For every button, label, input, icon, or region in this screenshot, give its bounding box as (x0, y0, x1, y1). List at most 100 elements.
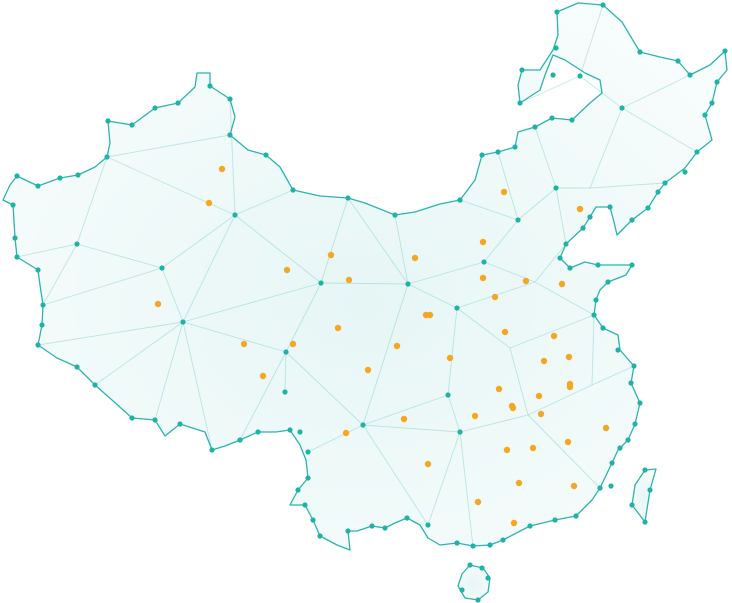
city-site-dot (471, 412, 479, 420)
city-site-dot (446, 354, 454, 362)
city-site-dot (501, 328, 509, 336)
city-site-dot (576, 205, 584, 213)
network-node (392, 212, 398, 218)
network-node (104, 154, 110, 160)
network-node (694, 149, 700, 155)
network-node (709, 100, 715, 106)
network-node (318, 280, 324, 286)
network-node (159, 265, 165, 271)
network-node (177, 421, 183, 427)
network-node (550, 72, 556, 78)
network-node (553, 45, 559, 51)
network-node (369, 523, 375, 529)
city-site-dot (510, 519, 518, 527)
network-node (302, 502, 308, 508)
network-node (305, 449, 311, 455)
network-node (35, 342, 41, 348)
network-node (129, 415, 135, 421)
network-node (470, 543, 476, 549)
network-node (92, 382, 98, 388)
network-node (682, 169, 688, 175)
network-node (457, 197, 463, 203)
triangulation-mesh (16, 4, 698, 547)
city-site-dot (491, 293, 499, 301)
network-node (569, 117, 575, 123)
network-node (75, 172, 81, 178)
network-node (655, 189, 661, 195)
network-node (10, 202, 16, 208)
network-node (702, 112, 708, 118)
network-node (152, 417, 158, 423)
network-node (152, 105, 158, 111)
network-node (467, 562, 473, 568)
network-node (631, 363, 637, 369)
network-node (129, 122, 135, 128)
network-node (479, 565, 485, 571)
network-node (317, 533, 323, 539)
network-node (632, 421, 638, 427)
network-node (290, 187, 296, 193)
city-site-dot (522, 277, 530, 285)
network-node (645, 205, 651, 211)
network-node (608, 483, 614, 489)
network-node (74, 364, 80, 370)
network-node (554, 9, 560, 15)
city-site-dot (474, 498, 482, 506)
network-node (345, 195, 351, 201)
network-node (552, 517, 558, 523)
network-node (722, 48, 728, 54)
city-site-dot (259, 372, 267, 380)
city-site-dot (240, 340, 248, 348)
city-site-dot (565, 353, 573, 361)
network-node (40, 302, 46, 308)
city-site-dot (400, 415, 408, 423)
network-node (625, 437, 631, 443)
network-node (563, 241, 569, 247)
network-node (637, 400, 643, 406)
network-node (607, 204, 613, 210)
network-node (553, 185, 559, 191)
network-node (642, 467, 648, 473)
network-node (305, 475, 311, 481)
network-node (57, 175, 63, 181)
hainan-outline (457, 564, 491, 601)
city-site-dot (508, 402, 516, 410)
network-node (232, 212, 238, 218)
network-node (255, 429, 261, 435)
city-site-dot (495, 385, 503, 393)
network-node (587, 214, 593, 220)
city-site-dot (345, 276, 353, 284)
city-site-dot (503, 446, 511, 454)
network-node (532, 124, 538, 130)
city-site-dot (364, 366, 372, 374)
network-node (593, 297, 599, 303)
network-nodes (10, 2, 728, 603)
city-site-dot (602, 424, 610, 432)
city-site-dot (424, 460, 432, 468)
network-node (237, 437, 243, 443)
network-node (382, 525, 388, 531)
city-site-dot (479, 274, 487, 282)
city-site-dot (535, 392, 543, 400)
network-node (557, 255, 563, 261)
network-node (600, 325, 606, 331)
city-site-dot (342, 429, 350, 437)
taiwan-outline (631, 468, 657, 523)
city-site-dot (529, 444, 537, 452)
network-node (647, 487, 653, 493)
network-node (454, 305, 460, 311)
city-site-dot (558, 280, 566, 288)
network-node (404, 515, 410, 521)
city-site-dot (154, 300, 162, 308)
city-site-dot (540, 357, 548, 365)
network-node (517, 100, 523, 106)
network-node (662, 180, 668, 186)
city-site-dot (334, 324, 342, 332)
network-node (405, 281, 411, 287)
city-site-dot (500, 188, 508, 196)
network-node (445, 392, 451, 398)
network-node (617, 445, 623, 451)
network-node (74, 241, 80, 247)
